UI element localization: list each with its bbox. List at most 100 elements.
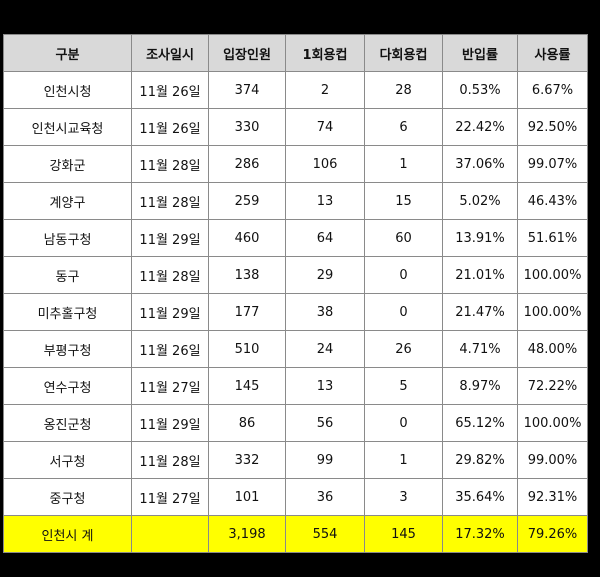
- cell-attendees: 138: [208, 256, 286, 294]
- cell-category: 인천시교육청: [3, 108, 132, 146]
- cell-category: 동구: [3, 256, 132, 294]
- cell-bring-in-rate: 22.42%: [442, 108, 518, 146]
- total-cell-bring-in-rate: 17.32%: [442, 515, 518, 553]
- table-row: 서구청 11월 28일 332 99 1 29.82% 99.00%: [3, 441, 588, 479]
- survey-table-container: 구분 조사일시 입장인원 1회용컵 다회용컵 반입률 사용률 인천시청 11월 2…: [3, 34, 588, 553]
- table-row: 인천시청 11월 26일 374 2 28 0.53% 6.67%: [3, 71, 588, 109]
- table-row: 중구청 11월 27일 101 36 3 35.64% 92.31%: [3, 478, 588, 516]
- cell-attendees: 460: [208, 219, 286, 257]
- cell-usage-rate: 46.43%: [517, 182, 588, 220]
- cell-category: 중구청: [3, 478, 132, 516]
- cell-category: 계양구: [3, 182, 132, 220]
- cell-attendees: 286: [208, 145, 286, 183]
- cell-disposable-cups: 38: [285, 293, 365, 331]
- table-row: 미추홀구청 11월 29일 177 38 0 21.47% 100.00%: [3, 293, 588, 331]
- cell-reusable-cups: 0: [364, 256, 443, 294]
- cell-usage-rate: 72.22%: [517, 367, 588, 405]
- cell-survey-date: 11월 27일: [131, 367, 209, 405]
- cell-disposable-cups: 56: [285, 404, 365, 442]
- table-row: 남동구청 11월 29일 460 64 60 13.91% 51.61%: [3, 219, 588, 257]
- cell-usage-rate: 99.00%: [517, 441, 588, 479]
- total-cell-usage-rate: 79.26%: [517, 515, 588, 553]
- cell-disposable-cups: 106: [285, 145, 365, 183]
- cell-attendees: 510: [208, 330, 286, 368]
- cell-reusable-cups: 0: [364, 293, 443, 331]
- table-row: 동구 11월 28일 138 29 0 21.01% 100.00%: [3, 256, 588, 294]
- cell-category: 남동구청: [3, 219, 132, 257]
- cell-reusable-cups: 0: [364, 404, 443, 442]
- cell-bring-in-rate: 29.82%: [442, 441, 518, 479]
- cell-reusable-cups: 1: [364, 145, 443, 183]
- total-cell-reusable-cups: 145: [364, 515, 443, 553]
- cell-usage-rate: 51.61%: [517, 219, 588, 257]
- cell-survey-date: 11월 26일: [131, 330, 209, 368]
- total-cell-attendees: 3,198: [208, 515, 286, 553]
- cell-reusable-cups: 28: [364, 71, 443, 109]
- cell-survey-date: 11월 28일: [131, 182, 209, 220]
- header-usage-rate: 사용률: [517, 34, 588, 72]
- cell-survey-date: 11월 29일: [131, 219, 209, 257]
- cell-reusable-cups: 15: [364, 182, 443, 220]
- cell-usage-rate: 48.00%: [517, 330, 588, 368]
- header-category: 구분: [3, 34, 132, 72]
- cell-survey-date: 11월 27일: [131, 478, 209, 516]
- cell-disposable-cups: 24: [285, 330, 365, 368]
- table-body: 인천시청 11월 26일 374 2 28 0.53% 6.67% 인천시교육청 11월 26일…: [3, 71, 588, 553]
- total-cell-survey-date: [131, 515, 209, 553]
- cell-attendees: 330: [208, 108, 286, 146]
- cell-disposable-cups: 13: [285, 367, 365, 405]
- cell-category: 옹진군청: [3, 404, 132, 442]
- cell-usage-rate: 100.00%: [517, 293, 588, 331]
- header-reusable-cups: 다회용컵: [364, 34, 443, 72]
- cell-category: 강화군: [3, 145, 132, 183]
- total-cell-category: 인천시 계: [3, 515, 132, 553]
- cell-category: 미추홀구청: [3, 293, 132, 331]
- table-row: 강화군 11월 28일 286 106 1 37.06% 99.07%: [3, 145, 588, 183]
- cell-reusable-cups: 3: [364, 478, 443, 516]
- table-row: 부평구청 11월 26일 510 24 26 4.71% 48.00%: [3, 330, 588, 368]
- cell-usage-rate: 92.50%: [517, 108, 588, 146]
- cell-usage-rate: 92.31%: [517, 478, 588, 516]
- cell-usage-rate: 100.00%: [517, 256, 588, 294]
- cell-reusable-cups: 6: [364, 108, 443, 146]
- cell-bring-in-rate: 21.47%: [442, 293, 518, 331]
- cell-bring-in-rate: 65.12%: [442, 404, 518, 442]
- cell-attendees: 101: [208, 478, 286, 516]
- total-cell-disposable-cups: 554: [285, 515, 365, 553]
- cell-usage-rate: 99.07%: [517, 145, 588, 183]
- header-bring-in-rate: 반입률: [442, 34, 518, 72]
- cell-bring-in-rate: 37.06%: [442, 145, 518, 183]
- cell-bring-in-rate: 0.53%: [442, 71, 518, 109]
- cell-survey-date: 11월 29일: [131, 293, 209, 331]
- cell-category: 부평구청: [3, 330, 132, 368]
- cell-bring-in-rate: 13.91%: [442, 219, 518, 257]
- cell-survey-date: 11월 28일: [131, 441, 209, 479]
- cell-category: 서구청: [3, 441, 132, 479]
- cell-bring-in-rate: 21.01%: [442, 256, 518, 294]
- cell-disposable-cups: 2: [285, 71, 365, 109]
- header-row: 구분 조사일시 입장인원 1회용컵 다회용컵 반입률 사용률: [3, 34, 588, 72]
- cell-attendees: 177: [208, 293, 286, 331]
- cell-bring-in-rate: 35.64%: [442, 478, 518, 516]
- cell-reusable-cups: 1: [364, 441, 443, 479]
- cell-category: 인천시청: [3, 71, 132, 109]
- total-row: 인천시 계 3,198 554 145 17.32% 79.26%: [3, 515, 588, 553]
- cell-disposable-cups: 99: [285, 441, 365, 479]
- cell-survey-date: 11월 26일: [131, 108, 209, 146]
- table-row: 옹진군청 11월 29일 86 56 0 65.12% 100.00%: [3, 404, 588, 442]
- cell-attendees: 86: [208, 404, 286, 442]
- cell-bring-in-rate: 5.02%: [442, 182, 518, 220]
- cell-attendees: 145: [208, 367, 286, 405]
- cup-usage-table: 구분 조사일시 입장인원 1회용컵 다회용컵 반입률 사용률 인천시청 11월 2…: [3, 34, 588, 553]
- header-disposable-cups: 1회용컵: [285, 34, 365, 72]
- cell-bring-in-rate: 4.71%: [442, 330, 518, 368]
- table-row: 연수구청 11월 27일 145 13 5 8.97% 72.22%: [3, 367, 588, 405]
- table-row: 인천시교육청 11월 26일 330 74 6 22.42% 92.50%: [3, 108, 588, 146]
- cell-attendees: 374: [208, 71, 286, 109]
- table-row: 계양구 11월 28일 259 13 15 5.02% 46.43%: [3, 182, 588, 220]
- cell-disposable-cups: 13: [285, 182, 365, 220]
- cell-attendees: 332: [208, 441, 286, 479]
- cell-survey-date: 11월 29일: [131, 404, 209, 442]
- cell-survey-date: 11월 26일: [131, 71, 209, 109]
- cell-disposable-cups: 36: [285, 478, 365, 516]
